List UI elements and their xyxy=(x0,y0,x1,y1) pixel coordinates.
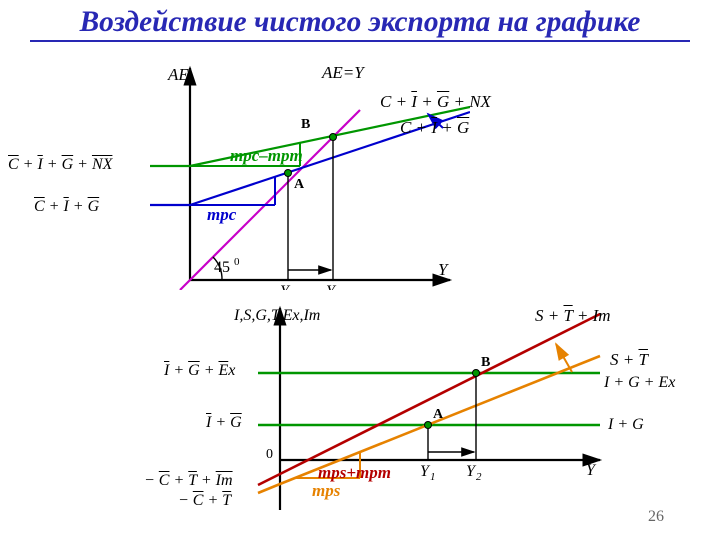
upper-right-blue-label: C + I + G xyxy=(400,118,469,138)
upper-ae-label: AE xyxy=(167,65,189,84)
lower-mps-label: mps xyxy=(312,481,341,500)
lower-zero: 0 xyxy=(266,447,273,462)
title-underline xyxy=(30,40,690,42)
upper-right-green-label: C + I + G + NX xyxy=(380,92,491,112)
upper-y-axis-label: Y xyxy=(438,260,449,279)
upper-point-b xyxy=(330,134,337,141)
upper-aey-label: AE=Y xyxy=(321,63,365,82)
lower-right-red-label: S + T + Im xyxy=(535,306,611,326)
svg-text:1: 1 xyxy=(430,471,436,483)
lower-mpsmpm-label: mps+mpm xyxy=(318,463,391,482)
upper-y2-tick: Y xyxy=(326,283,337,290)
lower-right-green2-label: I + G + Ex xyxy=(604,374,675,392)
lower-left-green1-label: I + G xyxy=(206,414,242,432)
upper-mpcmpm-label: mpc–mpm xyxy=(230,146,303,165)
lower-b-label: B xyxy=(481,355,490,370)
lower-x-title: Y xyxy=(586,462,597,479)
lower-point-a xyxy=(425,422,432,429)
upper-left-blue-label: C + I + G xyxy=(34,198,99,216)
lower-red xyxy=(280,314,600,474)
upper-45-text: 45 xyxy=(214,259,230,276)
upper-point-a xyxy=(285,170,292,177)
lower-left-orange-label: − C + T xyxy=(178,492,231,510)
lower-right-green1-label: I + G xyxy=(608,416,644,434)
svg-text:0: 0 xyxy=(234,256,240,268)
lower-y-title: I,S,G,T,Ex,Im xyxy=(233,307,320,324)
upper-left-green-label: C + I + G + NX xyxy=(8,156,112,174)
lower-left-green2-label: I + G + Ex xyxy=(164,362,235,380)
upper-mpc-label: mpc xyxy=(207,205,237,224)
upper-y1-tick: Y xyxy=(280,283,291,290)
lower-diagram: I,S,G,T,Ex,Im Y 0 mps mps+mpm A B Y 1 Y … xyxy=(200,300,620,520)
lower-a-label: A xyxy=(433,407,444,422)
lower-point-b xyxy=(473,370,480,377)
lower-left-red-label: − C + T + Im xyxy=(144,472,233,490)
upper-a-label: A xyxy=(294,177,305,192)
upper-b-label: B xyxy=(301,117,310,132)
lower-right-orange-label: S + T xyxy=(610,350,648,370)
page-title: Воздействие чистого экспорта на графике xyxy=(0,6,720,39)
page-number: 26 xyxy=(648,508,664,526)
svg-text:2: 2 xyxy=(476,471,482,483)
lower-shift-arrow xyxy=(556,344,572,372)
